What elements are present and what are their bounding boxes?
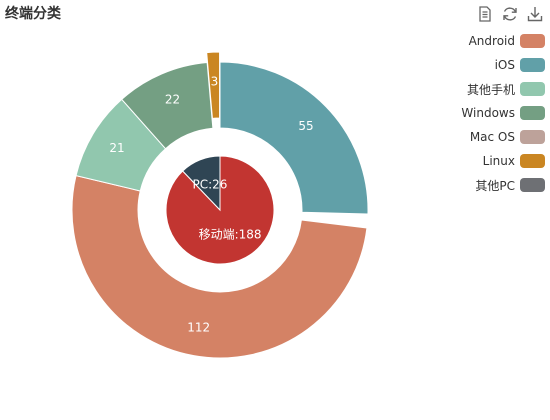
- inner-label: 移动端:188: [199, 228, 262, 242]
- legend-label: 其他手机: [466, 82, 515, 97]
- outer-label: 21: [109, 141, 124, 155]
- legend-label: Mac OS: [469, 130, 515, 144]
- legend-item[interactable]: 其他手机: [466, 82, 545, 97]
- inner-label: PC:26: [192, 177, 227, 191]
- outer-slice[interactable]: [71, 175, 368, 359]
- restore-icon[interactable]: [501, 5, 519, 23]
- outer-slice[interactable]: [206, 51, 221, 119]
- legend-item[interactable]: iOS: [495, 58, 545, 72]
- legend-label: 其他PC: [475, 178, 515, 193]
- legend-label: iOS: [494, 58, 515, 72]
- legend-label: Linux: [482, 154, 515, 168]
- outer-slice[interactable]: [219, 61, 369, 215]
- legend-swatch: [520, 34, 545, 48]
- save-image-icon[interactable]: [526, 5, 544, 23]
- legend-item[interactable]: Linux: [483, 154, 545, 168]
- toolbox: [476, 5, 544, 23]
- outer-label: 3: [211, 75, 219, 89]
- legend-label: Windows: [461, 106, 515, 120]
- legend-swatch: [520, 82, 545, 96]
- outer-label: 112: [187, 321, 210, 335]
- legend-swatch: [520, 58, 545, 72]
- legend-swatch: [520, 106, 545, 120]
- inner-slice[interactable]: [181, 155, 221, 212]
- legend-item[interactable]: 其他PC: [475, 178, 545, 193]
- chart-title: 终端分类: [5, 6, 61, 22]
- data-view-icon[interactable]: [476, 5, 494, 23]
- legend-item[interactable]: Windows: [461, 106, 545, 120]
- legend-item[interactable]: Android: [469, 34, 545, 48]
- legend-label: Android: [468, 34, 515, 48]
- outer-label: 55: [298, 119, 313, 133]
- legend: Android iOS 其他手机 Windows Mac OS Linux 其他PC: [461, 34, 545, 193]
- legend-swatch: [520, 154, 545, 168]
- legend-item[interactable]: Mac OS: [470, 130, 545, 144]
- legend-swatch: [520, 130, 545, 144]
- outer-label: 22: [165, 92, 180, 106]
- legend-swatch: [520, 178, 545, 192]
